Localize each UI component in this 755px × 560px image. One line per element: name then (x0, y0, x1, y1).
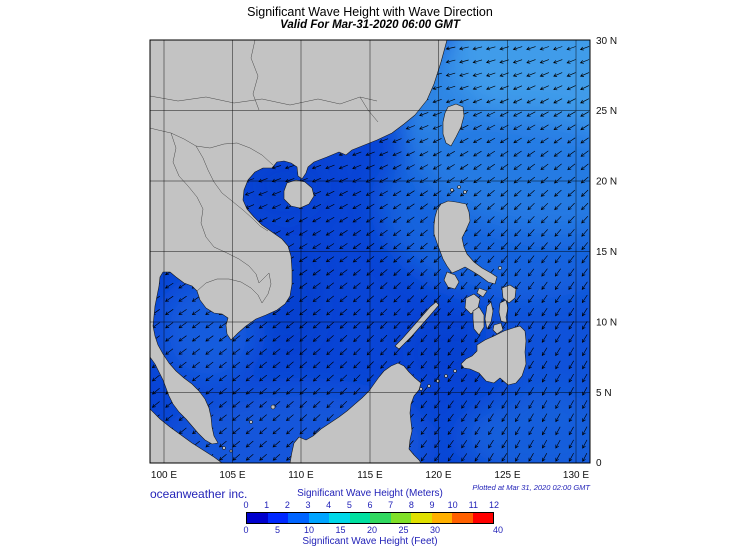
lat-tick: 15 N (596, 247, 617, 258)
legend-color-segment (247, 513, 268, 523)
land-hainan (283, 179, 315, 209)
lat-tick: 5 N (596, 388, 612, 399)
legend-color-segment (390, 513, 411, 523)
land-islet (270, 404, 276, 410)
plotted-timestamp: Plotted at Mar 31, 2020 02:00 GMT (472, 483, 590, 492)
lon-tick: 120 E (425, 470, 451, 481)
lon-tick: 100 E (151, 470, 177, 481)
land-islet (427, 384, 431, 388)
legend-meters-tick: 4 (326, 500, 332, 510)
land-islet (419, 387, 423, 391)
land-islet (436, 379, 440, 383)
lon-tick: 125 E (494, 470, 520, 481)
lon-tick: 115 E (357, 470, 383, 481)
legend-color-segment (452, 513, 473, 523)
country-borders (150, 40, 379, 304)
land-islet (463, 190, 467, 194)
legend-color-segment (472, 513, 493, 523)
credit-oceanweather: oceanweather inc. (150, 487, 248, 501)
map-frame (149, 39, 591, 464)
land-palawan (394, 301, 440, 350)
legend-meters-tick: 3 (305, 500, 311, 510)
legend-meters-tick: 9 (429, 500, 435, 510)
legend-color-segment (431, 513, 452, 523)
legend-color-segment (370, 513, 391, 523)
land-mainland-asia (150, 40, 448, 445)
land-samar (501, 284, 517, 304)
lon-tick: 105 E (219, 470, 245, 481)
lon-axis: 100 E 105 E 110 E 115 E 120 E 125 E 130 … (151, 470, 589, 481)
lat-tick: 0 (596, 458, 602, 469)
legend-meters-tick: 2 (284, 500, 290, 510)
legend-colorbar (246, 512, 494, 524)
lat-tick: 25 N (596, 106, 617, 117)
legend-feet-ticks: 0 5 10 15 20 25 30 40 (243, 525, 502, 536)
land-luzon (433, 200, 498, 285)
land-islet (249, 420, 253, 424)
lat-tick: 10 N (596, 318, 617, 329)
legend-meters-tick: 12 (488, 500, 500, 510)
land-islet (453, 369, 457, 373)
legend-meters-label: Significant Wave Height (Meters) (297, 488, 443, 499)
legend-meters-ticks: 0 1 2 3 4 5 6 7 8 9 10 11 12 (243, 500, 499, 511)
lat-tick: 30 N (596, 36, 617, 47)
legend-meters-tick: 8 (408, 500, 414, 510)
legend-feet-tick: 0 (243, 525, 249, 535)
land-mindanao (460, 325, 527, 386)
grid-lines (150, 40, 590, 463)
legend-feet-tick: 10 (303, 525, 314, 535)
legend-meters-tick: 7 (388, 500, 394, 510)
legend-color-segment (349, 513, 370, 523)
lon-tick: 110 E (288, 470, 314, 481)
land-islet (498, 266, 502, 270)
legend-feet-tick: 20 (366, 525, 377, 535)
legend-feet-tick: 15 (335, 525, 346, 535)
legend-meters-tick: 11 (468, 500, 478, 510)
land-islet (222, 446, 226, 450)
land-islet (450, 188, 454, 192)
land-negros (472, 306, 485, 336)
land-islet (444, 374, 448, 378)
legend-color-segment (411, 513, 432, 523)
legend-feet-label: Significant Wave Height (Feet) (302, 536, 438, 547)
land-taiwan (442, 103, 465, 147)
land-sumatra (150, 408, 223, 463)
lon-tick: 130 E (563, 470, 589, 481)
legend-meters-tick: 0 (243, 500, 249, 510)
legend-color-segment (308, 513, 329, 523)
lat-axis: 30 N 25 N 20 N 15 N 10 N 5 N 0 (596, 36, 617, 469)
landmass (150, 40, 527, 463)
legend-feet-tick: 25 (398, 525, 409, 535)
legend-meters-tick: 5 (346, 500, 352, 510)
legend-meters-tick: 6 (367, 500, 373, 510)
legend-color-segment (329, 513, 350, 523)
legend-color-segment (288, 513, 309, 523)
map-title: Significant Wave Height with Wave Direct… (247, 5, 493, 19)
legend-meters-tick: 1 (264, 500, 270, 510)
legend-feet-tick: 5 (274, 525, 280, 535)
land-masbate (476, 287, 488, 298)
legend-feet-tick: 30 (429, 525, 440, 535)
land-islet (457, 185, 461, 189)
land-mindoro (443, 271, 460, 290)
land-bohol (492, 322, 504, 335)
lat-tick: 20 N (596, 177, 617, 188)
land-borneo (289, 362, 422, 463)
map-subtitle: Valid For Mar-31-2020 06:00 GMT (280, 19, 460, 31)
legend-color-segment (267, 513, 288, 523)
legend-meters-tick: 10 (447, 500, 458, 510)
land-leyte (498, 299, 509, 324)
land-islet (229, 449, 233, 453)
legend-feet-tick: 40 (492, 525, 503, 535)
